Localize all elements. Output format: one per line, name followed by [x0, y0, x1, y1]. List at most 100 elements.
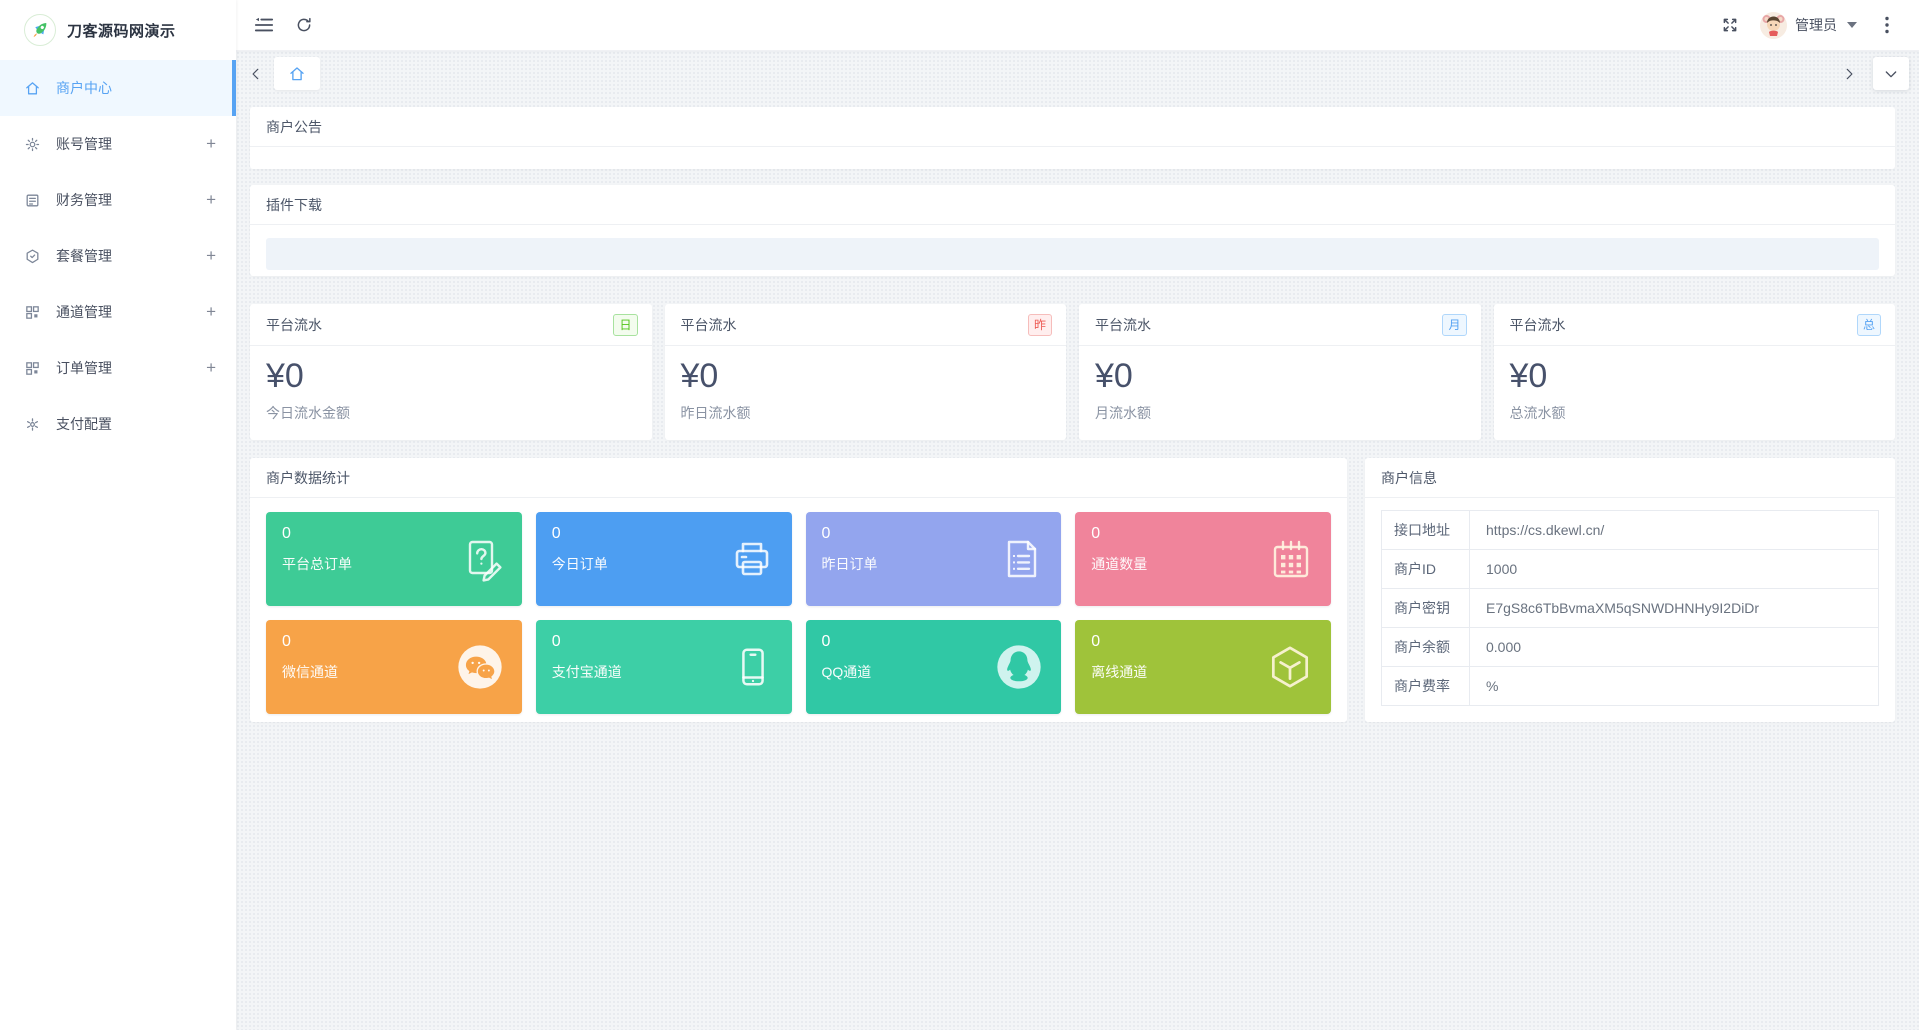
flow-amount: ¥0: [1095, 357, 1133, 395]
phone-icon: [730, 644, 776, 690]
sidebar: 刀客源码网演示 商户中心 账号管理 +: [0, 0, 236, 1030]
expand-plus-icon[interactable]: +: [206, 190, 216, 209]
stat-card-alipay-channel[interactable]: 0 支付宝通道: [535, 620, 792, 714]
table-row: 商户ID 1000: [1381, 549, 1879, 589]
sidebar-item-label: 订单管理: [56, 360, 112, 376]
refresh-button[interactable]: [284, 0, 324, 51]
tabs-scroll-left-button[interactable]: [242, 51, 270, 96]
collapse-menu-button[interactable]: [244, 0, 284, 51]
document-edit-icon: [458, 535, 506, 583]
refresh-icon: [297, 17, 311, 32]
kebab-menu-icon: [1885, 16, 1889, 34]
expand-plus-icon[interactable]: +: [206, 302, 216, 321]
expand-plus-icon[interactable]: +: [206, 358, 216, 377]
info-label: 商户费率: [1381, 666, 1470, 706]
flow-label: 昨日流水额: [680, 405, 751, 421]
sidebar-item-label: 通道管理: [56, 304, 112, 320]
main-content: 商户公告 插件下载 平台流水 日 ¥0 今日流水金额 平台流水: [236, 96, 1919, 1030]
announcement-title: 商户公告: [250, 107, 1895, 147]
sidebar-item-channel-management[interactable]: 通道管理 +: [0, 284, 236, 340]
flow-label: 月流水额: [1095, 405, 1151, 421]
info-value-balance: 0.000: [1469, 627, 1879, 667]
table-row: 商户余额 0.000: [1381, 627, 1879, 667]
stat-card-offline-channel[interactable]: 0 离线通道: [1075, 620, 1331, 714]
chevron-down-icon: [1847, 22, 1857, 28]
stat-label: 支付宝通道: [551, 664, 622, 680]
badge-total[interactable]: 总: [1856, 313, 1881, 336]
stat-value: 0: [282, 633, 291, 650]
more-actions-button[interactable]: [1867, 0, 1907, 51]
avatar: [1760, 11, 1787, 39]
sidebar-item-payment-config[interactable]: 支付配置: [0, 396, 236, 452]
sidebar-item-order-management[interactable]: 订单管理 +: [0, 340, 236, 396]
stat-label: 通道数量: [1091, 556, 1148, 572]
menu-fold-icon: [254, 17, 274, 32]
flow-card-total: 平台流水 总 ¥0 总流水额: [1493, 304, 1895, 440]
flow-card-today: 平台流水 日 ¥0 今日流水金额: [250, 304, 652, 440]
top-header: 管理员: [236, 0, 1919, 51]
stat-value: 0: [821, 525, 831, 542]
cube-icon: [1265, 642, 1315, 692]
hexagon-package-icon: [24, 247, 42, 265]
gear-icon: [24, 135, 42, 153]
stat-value: 0: [1091, 525, 1101, 542]
sidebar-item-finance-management[interactable]: 财务管理 +: [0, 172, 236, 228]
fullscreen-icon: [1723, 18, 1737, 32]
tab-home[interactable]: [274, 57, 320, 90]
tabs-scroll-right-button[interactable]: [1835, 51, 1863, 96]
stat-value: 0: [1091, 633, 1101, 650]
table-row: 商户密钥 E7gS8c6TbBvmaXM5qSNWDHNHy9I2DiDr: [1381, 588, 1879, 628]
info-value-merchant-key: E7gS8c6TbBvmaXM5qSNWDHNHy9I2DiDr: [1469, 588, 1879, 628]
home-icon: [24, 79, 42, 97]
expand-plus-icon[interactable]: +: [206, 134, 216, 153]
stat-label: 昨日订单: [821, 556, 878, 572]
merchant-stats-panel: 商户数据统计 0 平台总订单: [250, 458, 1347, 722]
sidebar-item-package-management[interactable]: 套餐管理 +: [0, 228, 236, 284]
logo[interactable]: 刀客源码网演示: [0, 0, 236, 60]
settings-icon: [24, 415, 42, 433]
table-row: 接口地址 https://cs.dkewl.cn/: [1381, 510, 1879, 550]
merchant-stats-title: 商户数据统计: [250, 458, 1347, 498]
home-icon: [290, 66, 304, 80]
plugin-download-panel: 插件下载: [250, 185, 1895, 276]
info-value-merchant-id: 1000: [1469, 549, 1879, 589]
flow-label: 今日流水金额: [266, 405, 350, 421]
stat-card-wechat-channel[interactable]: 0 微信通道: [266, 620, 522, 714]
merchant-stats-grid: 0 平台总订单 0 今日订单: [250, 498, 1347, 722]
expand-plus-icon[interactable]: +: [206, 246, 216, 265]
rocket-logo-icon: [24, 14, 56, 46]
table-row: 商户费率 %: [1381, 666, 1879, 706]
stat-card-total-orders[interactable]: 0 平台总订单: [266, 512, 522, 606]
chevron-down-icon: [1885, 70, 1897, 77]
badge-yesterday[interactable]: 昨: [1027, 313, 1052, 336]
stat-card-today-orders[interactable]: 0 今日订单: [535, 512, 792, 606]
flow-card-title: 平台流水: [680, 316, 737, 333]
merchant-info-panel: 商户信息 接口地址 https://cs.dkewl.cn/ 商户ID 1000…: [1365, 458, 1895, 722]
badge-month[interactable]: 月: [1442, 313, 1467, 336]
badge-day[interactable]: 日: [613, 313, 638, 336]
flow-card-title: 平台流水: [1095, 316, 1151, 333]
sidebar-item-label: 商户中心: [56, 80, 112, 96]
flow-card-title: 平台流水: [1509, 316, 1566, 333]
stat-card-qq-channel[interactable]: 0 QQ通道: [805, 620, 1062, 714]
flow-amount: ¥0: [680, 357, 719, 395]
user-menu[interactable]: 管理员: [1754, 11, 1863, 39]
sidebar-item-account-management[interactable]: 账号管理 +: [0, 116, 236, 172]
sidebar-item-label: 账号管理: [56, 136, 112, 152]
info-value-rate: %: [1469, 666, 1879, 706]
stat-label: 微信通道: [282, 664, 338, 680]
stat-value: 0: [551, 633, 561, 650]
stat-value: 0: [551, 525, 561, 542]
grid-components-icon: [24, 303, 42, 321]
chevron-left-icon: [252, 68, 259, 79]
stat-card-yesterday-orders[interactable]: 0 昨日订单: [805, 512, 1062, 606]
fullscreen-button[interactable]: [1710, 0, 1750, 51]
flow-amount: ¥0: [1509, 357, 1548, 395]
tabs-options-button[interactable]: [1873, 57, 1909, 90]
plugin-download-title: 插件下载: [250, 185, 1895, 225]
platform-flow-cards: 平台流水 日 ¥0 今日流水金额 平台流水 昨 ¥0 昨日流水额 平台流水 月: [250, 304, 1895, 440]
ledger-icon: [24, 191, 42, 209]
stat-card-channel-count[interactable]: 0 通道数量: [1075, 512, 1331, 606]
sidebar-item-merchant-center[interactable]: 商户中心: [0, 60, 236, 116]
